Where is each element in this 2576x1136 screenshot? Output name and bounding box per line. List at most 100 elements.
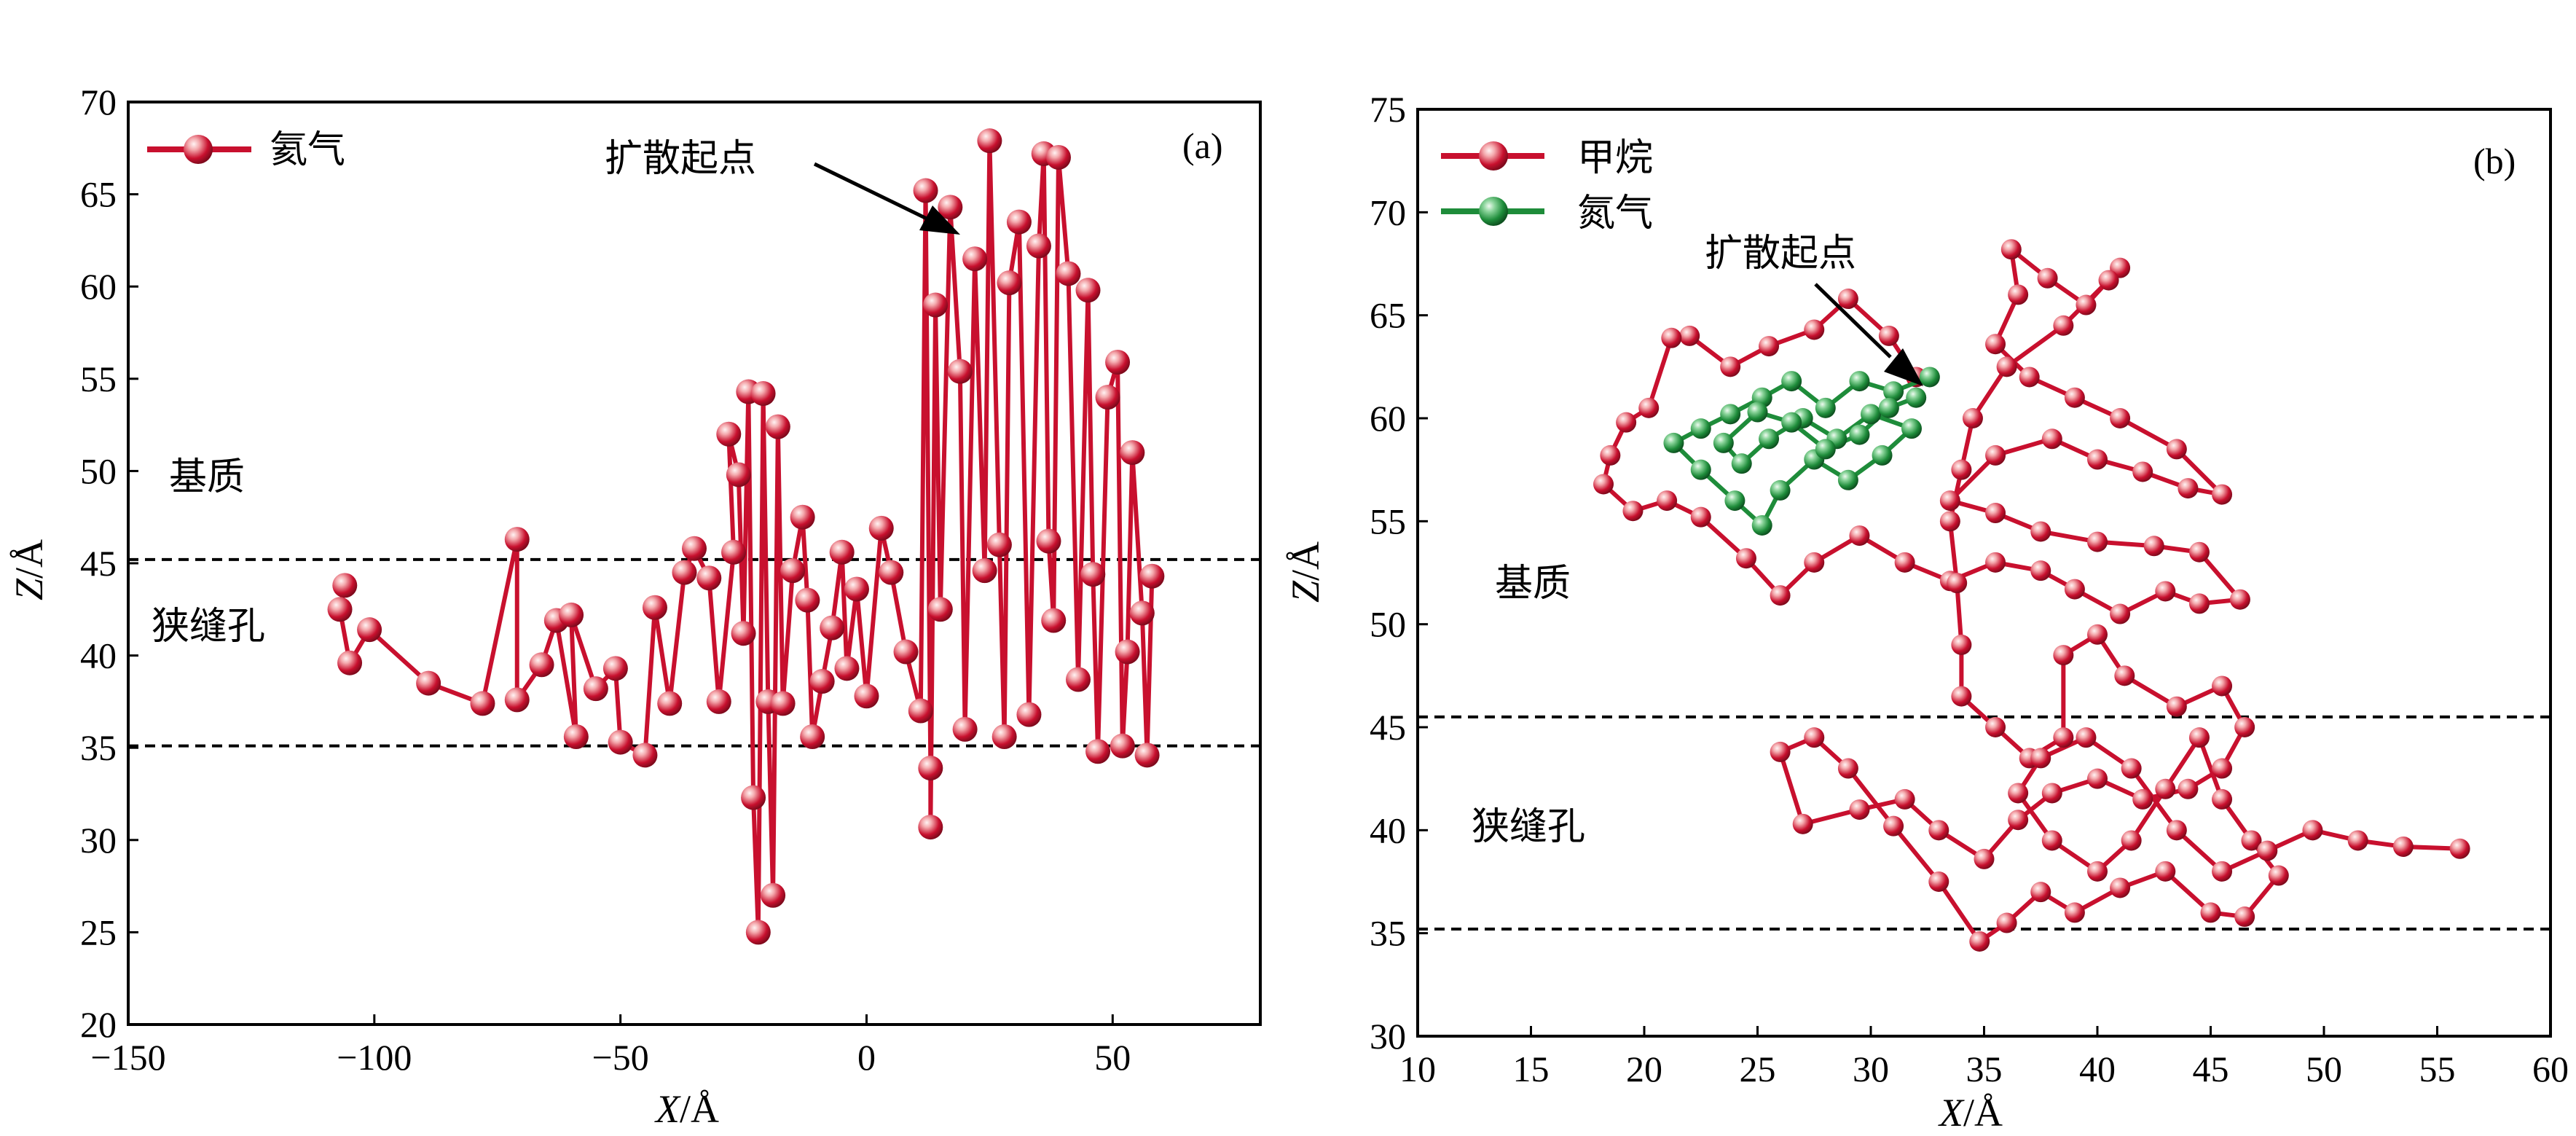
data-point-helium [1085,739,1111,764]
data-point-nitrogen [1815,397,1836,418]
data-point-helium [947,359,973,384]
data-point-nitrogen [1731,453,1752,474]
data-point-methane [1657,490,1678,512]
x-tick-label: −150 [90,1037,165,1078]
data-point-methane [2064,902,2085,923]
data-point-methane [1792,813,1813,834]
x-axis-sep-b: / [1963,1091,1974,1135]
x-axis-title-a: X/Å [654,1087,719,1131]
data-point-methane [2257,840,2278,861]
legend-b: 甲烷 氮气 [1441,136,1653,235]
data-point-helium [563,724,589,750]
data-point-methane [2166,820,2187,841]
x-tick-label: 45 [2193,1049,2229,1089]
y-tick-label: 20 [80,1004,117,1045]
data-point-helium [750,381,776,407]
data-point-methane [1661,327,1682,348]
data-point-helium [657,691,683,716]
data-point-methane [2132,788,2153,810]
data-point-helium [962,246,988,272]
panel-b: 10 15 20 25 30 35 40 45 50 55 60 30 35 40 45 50 55 60 65 70… [1284,89,2569,1135]
data-point-nitrogen [1919,367,1940,388]
data-point-helium [780,558,806,584]
data-point-helium [927,597,953,622]
data-point-helium [765,414,790,439]
y-axis-unit-a: Å [7,539,51,568]
data-point-helium [1056,261,1081,286]
y-tick-label: 30 [80,820,117,861]
data-point-methane [1600,444,1621,466]
data-point-methane [1969,931,1990,952]
x-axis-title-b: X/Å [1938,1091,2003,1135]
data-point-methane [1679,325,1700,346]
data-point-helium [682,536,707,561]
data-point-methane [2087,531,2108,552]
x-tick-label: 10 [1399,1049,1436,1089]
data-point-methane [1804,319,1825,340]
data-point-helium [977,128,1002,154]
data-point-helium [745,920,771,945]
data-point-methane [2110,877,2131,898]
y-tick-label: 40 [80,635,117,676]
data-point-nitrogen [1906,387,1927,408]
data-point-methane [2188,593,2210,614]
data-point-helium [997,270,1022,296]
data-point-methane [1883,815,1904,837]
data-point-methane [2234,906,2255,928]
y-tick-label: 35 [1370,913,1406,954]
matrix-label-b: 基质 [1495,562,1571,606]
data-point-methane [1894,788,1915,810]
y-tick-label: 40 [1370,810,1406,850]
data-point-methane [1770,741,1791,762]
y-axis-unit-b: Å [1284,541,1327,570]
data-point-nitrogen [1781,371,1802,392]
data-point-methane [2155,778,2176,799]
data-point-helium [868,515,894,541]
y-tick-label: 60 [80,266,117,307]
data-point-methane [1759,336,1780,357]
data-point-methane [2121,830,2142,851]
legend-a: 氦气 [147,128,345,172]
data-point-nitrogen [1724,490,1746,512]
data-point-methane [1804,552,1825,573]
data-point-helium [1120,440,1145,466]
data-point-helium [1105,350,1131,375]
data-point-helium [1066,667,1091,692]
x-axis-unit-a: Å [691,1087,719,1131]
x-tick-label: 0 [857,1037,876,1078]
y-tick-label: 45 [1370,707,1406,748]
data-point-methane [2019,367,2040,388]
plot-frame-b [1416,108,2552,1038]
data-point-helium [357,617,382,643]
data-point-methane [2155,581,2176,602]
data-point-methane [2008,810,2029,831]
data-point-helium [770,691,796,716]
data-point-methane [1735,548,1756,569]
data-point-nitrogen [1849,424,1870,445]
data-point-nitrogen [1663,432,1684,453]
x-tick-label: 60 [2532,1049,2569,1089]
data-point-helium [809,669,835,694]
data-point-methane [1962,408,1983,428]
y-tick-label: 45 [80,543,117,584]
data-point-helium [1129,600,1155,626]
x-tick-label: 20 [1626,1049,1662,1089]
data-point-nitrogen [1901,418,1922,439]
data-point-methane [1951,634,1972,655]
data-point-methane [1616,412,1637,433]
data-point-methane [1849,799,1870,820]
data-point-methane [1947,573,1968,594]
data-point-helium [332,573,358,598]
data-point-methane [1951,459,1972,480]
series-line-helium [337,138,1155,935]
data-point-helium [608,729,633,755]
data-point-methane [2212,484,2233,505]
data-point-helium [1036,528,1061,554]
y-tick-label: 65 [80,174,117,215]
data-point-methane [2041,830,2062,851]
data-point-helium [1080,562,1106,587]
data-point-helium [470,691,495,716]
data-point-helium [726,462,751,487]
